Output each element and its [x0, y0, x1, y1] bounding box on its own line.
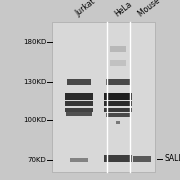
Text: HeLa: HeLa [112, 0, 133, 18]
Bar [65, 93, 93, 100]
Bar [52, 22, 155, 172]
Text: 70KD: 70KD [28, 157, 47, 163]
Bar [70, 158, 88, 162]
Bar [110, 46, 126, 52]
Bar [65, 101, 93, 106]
Bar [66, 112, 92, 116]
Text: Jurkat: Jurkat [73, 0, 97, 18]
Bar [65, 107, 93, 112]
Bar [106, 113, 130, 117]
Text: SALL4: SALL4 [164, 154, 180, 163]
Bar [106, 79, 130, 85]
Bar [104, 93, 132, 100]
Text: 180KD: 180KD [23, 39, 47, 44]
Bar [110, 60, 126, 66]
Text: 130KD: 130KD [23, 79, 47, 85]
Bar [104, 155, 132, 162]
Text: 100KD: 100KD [23, 116, 47, 123]
Bar [104, 101, 132, 106]
Bar [104, 107, 132, 112]
Bar [67, 79, 91, 85]
Text: Mouse heart: Mouse heart [136, 0, 180, 18]
Bar [116, 121, 120, 124]
Bar [133, 156, 151, 161]
